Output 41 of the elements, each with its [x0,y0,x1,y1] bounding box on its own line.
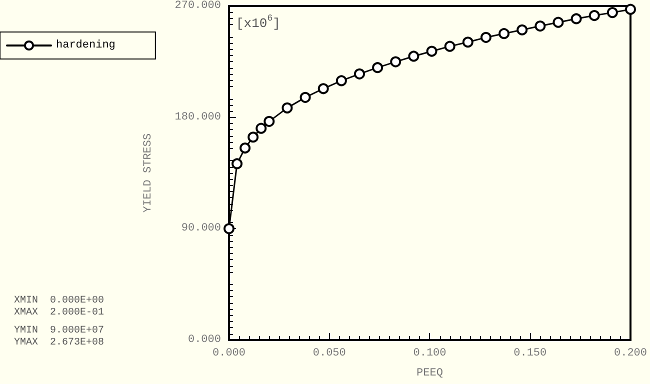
point [625,4,636,15]
point [444,40,456,52]
point [588,10,600,22]
point [426,46,438,57]
y-tick-label: 180.000 [174,111,221,124]
text: XMAX 2.000E-01 [14,308,104,318]
y-tick-label: 90.000 [181,222,221,235]
x-tick-label: 0.150 [514,348,547,360]
point [336,75,347,86]
text: YMAX 2.673E+08 [14,338,104,348]
point [256,122,267,134]
x-axis-title: PEEQ [416,368,444,380]
point [480,32,492,43]
point [498,28,510,40]
point [606,7,618,18]
point [408,50,420,62]
point [516,24,528,36]
y-tick-label: 270.000 [174,0,221,12]
point [282,102,293,114]
point [248,132,259,143]
point [240,142,251,154]
point [300,92,311,103]
point [552,16,564,28]
point [232,158,243,170]
point [372,62,384,74]
point [264,116,275,127]
point [462,36,474,48]
legend-label: hardening [56,40,116,52]
text: YMIN 9.000E+07 [14,326,104,336]
point [390,56,402,68]
point [534,20,546,32]
point [354,68,365,80]
point [318,83,329,94]
text: XMIN 0.000E+00 [14,296,104,306]
x-tick-label: 0.100 [413,348,446,360]
y-axis-title: YIELD STRESS [142,133,154,213]
point [570,13,582,24]
x-tick-label: 0.200 [614,348,648,360]
x-tick-label: 0.050 [312,348,346,360]
x-tick-label: 0.000 [212,348,246,360]
y-tick-label: 0.000 [188,334,221,346]
